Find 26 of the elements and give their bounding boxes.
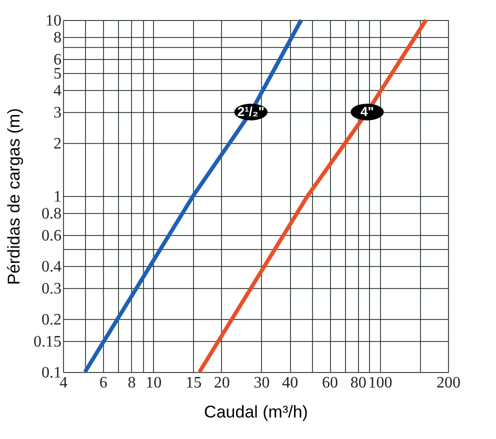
- y-tick-label: 0.3: [42, 280, 62, 298]
- x-tick-label: 20: [214, 374, 230, 392]
- y-tick-label: 1: [54, 188, 62, 206]
- y-tick-label: 0.8: [42, 206, 62, 223]
- y-tick-label: 0.4: [42, 258, 62, 276]
- y-tick-label: 0.1: [42, 364, 62, 382]
- y-tick-label: 3: [54, 104, 62, 122]
- x-axis-title: Caudal (m³/h): [204, 402, 308, 422]
- x-tick-label: 6: [99, 374, 108, 392]
- y-tick-label: 4: [54, 82, 62, 100]
- y-tick-label: 10: [46, 12, 62, 30]
- x-tick-label: 60: [322, 374, 338, 392]
- x-tick-label: 100: [368, 374, 392, 392]
- y-axis-title: Pérdidas de cargas (m): [4, 108, 24, 285]
- x-tick-label: 40: [282, 374, 298, 392]
- x-tick-label: 8: [128, 374, 136, 392]
- x-tick-label: 10: [146, 374, 162, 392]
- y-tick-label: 0.6: [42, 228, 62, 245]
- x-tick-label: 80: [350, 374, 366, 392]
- y-tick-label: 0.15: [34, 334, 62, 351]
- y-tick-label: 2: [54, 136, 62, 153]
- x-tick-label: 200: [436, 374, 460, 392]
- y-tick-label: 8: [54, 30, 62, 47]
- y-tick-label: 0.2: [42, 312, 62, 329]
- x-tick-label: 30: [254, 374, 270, 392]
- x-tick-label: 15: [186, 374, 202, 392]
